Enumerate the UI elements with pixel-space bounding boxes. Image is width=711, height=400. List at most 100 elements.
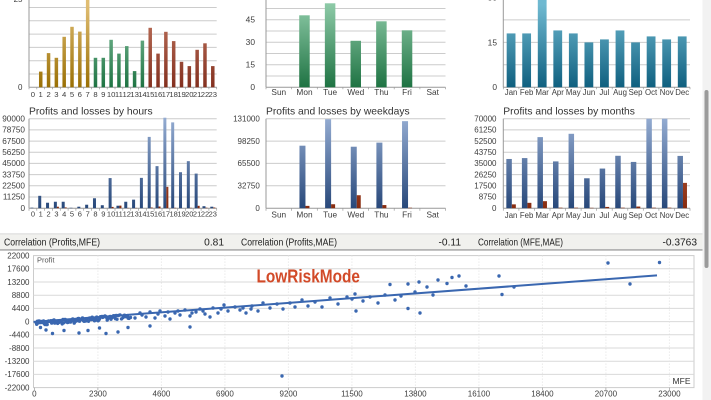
svg-text:Fri: Fri [402, 210, 412, 220]
svg-text:18400: 18400 [531, 390, 554, 399]
svg-text:Jul: Jul [599, 88, 609, 97]
svg-text:26250: 26250 [474, 170, 497, 179]
svg-text:13200: 13200 [7, 278, 30, 287]
svg-text:17: 17 [162, 209, 170, 218]
svg-text:52500: 52500 [474, 137, 497, 146]
svg-text:15: 15 [146, 209, 154, 218]
svg-text:0: 0 [250, 82, 255, 92]
svg-text:Mon: Mon [296, 210, 313, 220]
svg-text:22000: 22000 [7, 251, 30, 260]
svg-text:Mon: Mon [296, 87, 313, 97]
svg-text:2: 2 [46, 90, 50, 99]
svg-text:1: 1 [39, 90, 43, 99]
svg-text:8750: 8750 [479, 193, 497, 202]
svg-text:14: 14 [138, 209, 146, 218]
svg-text:0: 0 [31, 209, 35, 218]
svg-text:Sat: Sat [426, 210, 439, 220]
svg-text:Correlation (Profits,MFE): Correlation (Profits,MFE) [4, 238, 100, 249]
svg-text:8: 8 [93, 209, 97, 218]
svg-text:Profits and losses by hours: Profits and losses by hours [29, 107, 153, 118]
svg-text:20: 20 [185, 90, 194, 99]
svg-text:6900: 6900 [216, 390, 234, 399]
svg-text:6: 6 [78, 90, 82, 99]
svg-text:3: 3 [54, 90, 58, 99]
svg-text:Feb: Feb [520, 88, 534, 97]
svg-text:Feb: Feb [520, 211, 534, 220]
svg-text:9200: 9200 [280, 390, 298, 399]
svg-text:8: 8 [93, 90, 97, 99]
svg-text:0: 0 [255, 204, 260, 213]
svg-text:23000: 23000 [658, 390, 681, 399]
svg-text:32750: 32750 [238, 182, 261, 191]
svg-text:Jan: Jan [505, 88, 518, 97]
svg-text:22500: 22500 [2, 182, 25, 191]
svg-text:3: 3 [54, 209, 58, 218]
svg-text:9: 9 [101, 90, 105, 99]
svg-text:Profits and losses by weekdays: Profits and losses by weekdays [266, 107, 410, 118]
svg-text:0: 0 [32, 390, 37, 399]
svg-text:43750: 43750 [474, 148, 497, 157]
svg-text:-4400: -4400 [9, 331, 30, 340]
svg-text:7: 7 [86, 209, 90, 218]
svg-text:19: 19 [177, 209, 185, 218]
svg-text:61250: 61250 [474, 126, 497, 135]
svg-text:21: 21 [193, 209, 201, 218]
svg-text:0: 0 [18, 83, 23, 92]
svg-text:0: 0 [31, 90, 35, 99]
svg-text:7: 7 [86, 90, 90, 99]
svg-text:4: 4 [62, 90, 67, 99]
svg-text:Jan: Jan [505, 211, 518, 220]
svg-text:10: 10 [107, 209, 115, 218]
svg-text:Tue: Tue [323, 87, 337, 97]
svg-text:-13200: -13200 [5, 357, 30, 366]
svg-text:Sun: Sun [271, 210, 286, 220]
svg-text:0: 0 [20, 204, 25, 213]
svg-text:30: 30 [246, 37, 256, 47]
svg-text:Jun: Jun [583, 88, 596, 97]
svg-text:65500: 65500 [238, 159, 261, 168]
svg-text:18: 18 [170, 209, 178, 218]
svg-text:Thu: Thu [374, 210, 389, 220]
svg-text:19: 19 [177, 90, 186, 99]
svg-text:Wed: Wed [347, 210, 364, 220]
svg-text:11: 11 [115, 209, 123, 218]
svg-text:-0.3763: -0.3763 [662, 238, 697, 249]
svg-text:16: 16 [154, 90, 163, 99]
svg-text:Jun: Jun [583, 211, 596, 220]
svg-text:18: 18 [169, 90, 178, 99]
svg-text:21: 21 [193, 90, 202, 99]
svg-text:16: 16 [154, 209, 162, 218]
svg-text:25: 25 [14, 0, 23, 4]
svg-text:11500: 11500 [341, 390, 363, 399]
svg-text:Apr: Apr [552, 211, 565, 220]
svg-text:Dec: Dec [675, 211, 689, 220]
svg-text:Mar: Mar [535, 88, 549, 97]
svg-text:Tue: Tue [323, 210, 337, 220]
svg-text:Oct: Oct [645, 211, 658, 220]
svg-text:17500: 17500 [474, 182, 497, 191]
svg-text:13: 13 [130, 90, 139, 99]
svg-text:78750: 78750 [2, 126, 25, 135]
svg-text:6: 6 [78, 209, 82, 218]
svg-text:2: 2 [47, 209, 51, 218]
svg-text:Sun: Sun [271, 87, 286, 97]
svg-text:LowRiskMode: LowRiskMode [257, 267, 361, 287]
svg-text:30: 30 [488, 0, 498, 2]
svg-text:Sep: Sep [629, 88, 644, 97]
svg-text:4600: 4600 [153, 390, 171, 399]
svg-text:15: 15 [488, 37, 498, 47]
svg-text:May: May [566, 211, 581, 220]
svg-text:23: 23 [209, 90, 218, 99]
svg-text:Sep: Sep [629, 211, 644, 220]
svg-text:Jul: Jul [599, 211, 609, 220]
svg-text:-17600: -17600 [5, 370, 30, 379]
svg-text:Fri: Fri [402, 87, 412, 97]
svg-text:May: May [566, 88, 581, 97]
svg-text:20700: 20700 [595, 390, 618, 399]
svg-text:0: 0 [492, 204, 497, 213]
svg-text:-0.11: -0.11 [439, 238, 462, 249]
svg-text:11: 11 [115, 90, 123, 99]
svg-text:17: 17 [162, 90, 171, 99]
svg-text:33750: 33750 [2, 170, 25, 179]
svg-text:Wed: Wed [347, 87, 364, 97]
